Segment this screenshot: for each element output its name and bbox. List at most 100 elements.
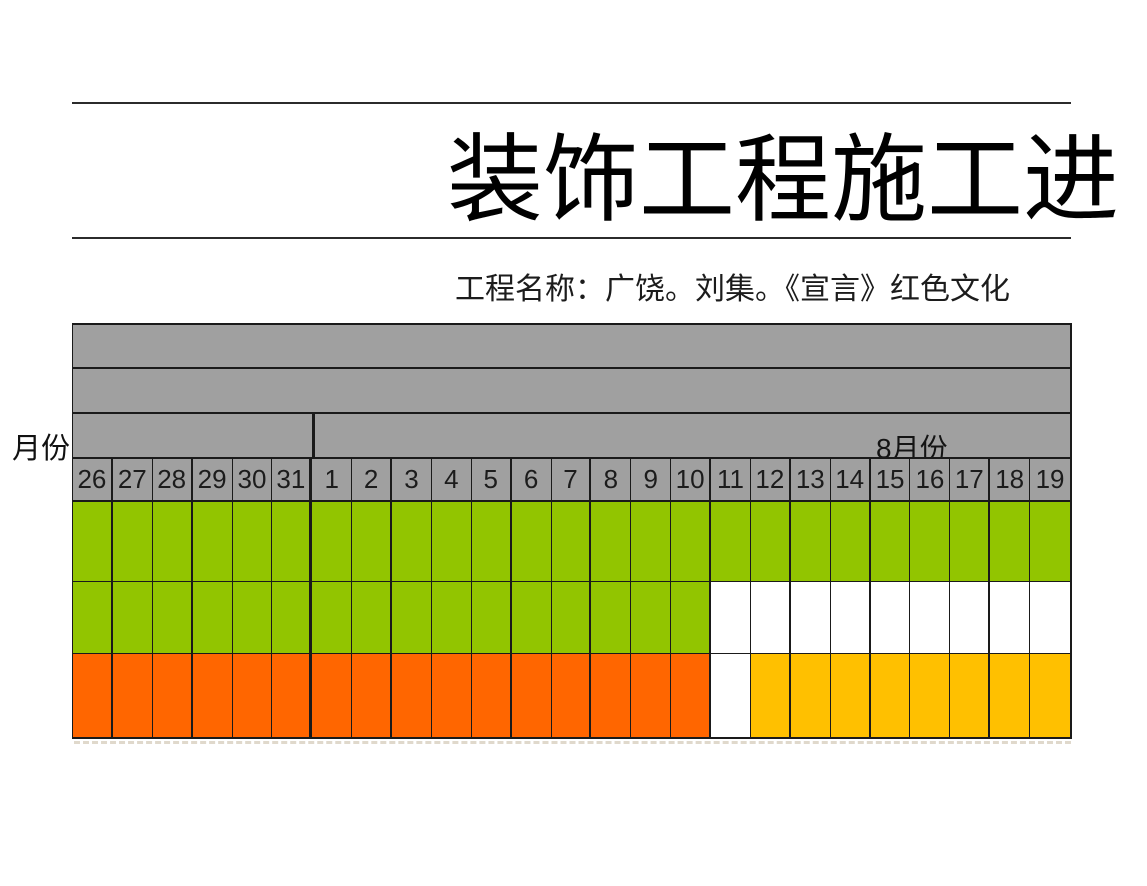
gantt-cell [511,582,552,653]
day-header-cell: 29 [192,459,233,500]
project-name-label: 工程名称：广饶。刘集。《宣言》红色文化 [455,273,1010,306]
gantt-bar-row-3 [73,653,1070,737]
day-header-cell: 8 [591,459,632,500]
month-axis-label: 月份 [12,433,71,465]
gantt-cell [671,654,712,737]
day-header-row: 26 27 28 29 30 31 1 2 3 4 5 6 7 8 9 10 11 12 13 14 15 16 17 18 1… [73,457,1070,500]
gantt-cell [73,582,113,653]
gantt-cell [591,502,632,581]
gantt-cell [870,582,911,653]
gantt-cell [990,654,1031,737]
gantt-cell [431,582,472,653]
gantt-cell [910,502,951,581]
gantt-cell [910,582,951,653]
gantt-cell [471,502,512,581]
gantt-cell [1030,654,1070,737]
day-header-cell: 18 [990,459,1031,500]
day-header-cell: 12 [750,459,791,500]
gantt-cell [671,502,712,581]
gantt-cell [631,582,672,653]
gantt-cell [73,654,113,737]
gantt-cell [312,582,353,653]
gantt-cell [152,654,193,737]
day-header-cell: 10 [671,459,712,500]
gantt-cell [312,654,353,737]
gantt-cell [551,502,592,581]
gantt-cell [790,654,831,737]
title-rule-top [72,102,1071,104]
gantt-cell [830,582,871,653]
gantt-cell [192,654,233,737]
day-header-cell: 1 [312,459,353,500]
gantt-cell [870,502,911,581]
gantt-cell [950,502,991,581]
day-header-cell: 17 [950,459,991,500]
gantt-cell [591,582,632,653]
header-band-2 [73,367,1070,412]
gantt-cell [790,582,831,653]
gantt-cell [152,582,193,653]
day-header-cell: 30 [232,459,273,500]
day-header-cell: 14 [830,459,871,500]
gantt-cell [192,582,233,653]
gantt-cell [431,502,472,581]
gantt-cell [870,654,911,737]
gantt-cell [471,654,512,737]
gantt-cell [112,582,153,653]
gantt-cell [152,502,193,581]
gantt-cell [551,582,592,653]
gantt-cell [112,654,153,737]
day-header-cell: 28 [152,459,193,500]
gantt-cell [112,502,153,581]
month-header-row: 8月份 [73,412,1070,464]
gantt-cell [272,582,313,653]
day-header-cell: 16 [910,459,951,500]
gantt-cell [511,502,552,581]
day-header-cell: 13 [790,459,831,500]
page-break-dashed-line [74,741,1071,744]
gantt-cell [711,582,751,653]
gantt-cell [830,654,871,737]
gantt-cell [232,654,273,737]
day-header-cell: 7 [551,459,592,500]
gantt-cell [631,654,672,737]
gantt-cell [551,654,592,737]
day-header-cell: 15 [870,459,911,500]
gantt-cell [910,654,951,737]
gantt-cell [312,502,353,581]
day-header-cell: 5 [471,459,512,500]
gantt-cell [392,502,432,581]
page-title: 装饰工程施工进 [447,127,1119,234]
gantt-cell [790,502,831,581]
gantt-cell [1030,582,1070,653]
gantt-cell [750,582,791,653]
day-header-cell: 2 [352,459,393,500]
gantt-cell [591,654,632,737]
gantt-cell [73,502,113,581]
day-header-cell: 26 [73,459,113,500]
day-header-cell: 31 [272,459,313,500]
gantt-cell [352,502,393,581]
gantt-cell [950,654,991,737]
gantt-cell [990,502,1031,581]
schedule-gantt-chart: 8月份 26 27 28 29 30 31 1 2 3 4 5 6 7 8 9 10 11 12 13 14 15 16 1… [72,323,1072,739]
gantt-cell [392,654,432,737]
header-band-1 [73,323,1070,367]
gantt-cell [671,582,712,653]
day-header-cell: 4 [431,459,472,500]
gantt-cell [232,582,273,653]
gantt-cell [711,654,751,737]
gantt-cell [232,502,273,581]
day-header-cell: 19 [1030,459,1070,500]
gantt-cell [950,582,991,653]
gantt-cell [431,654,472,737]
gantt-cell [990,582,1031,653]
gantt-cell [272,654,313,737]
gantt-cell [272,502,313,581]
title-rule-bottom [72,237,1071,239]
gantt-cell [631,502,672,581]
day-header-cell: 3 [392,459,432,500]
gantt-cell [750,654,791,737]
gantt-bar-row-1 [73,500,1070,581]
